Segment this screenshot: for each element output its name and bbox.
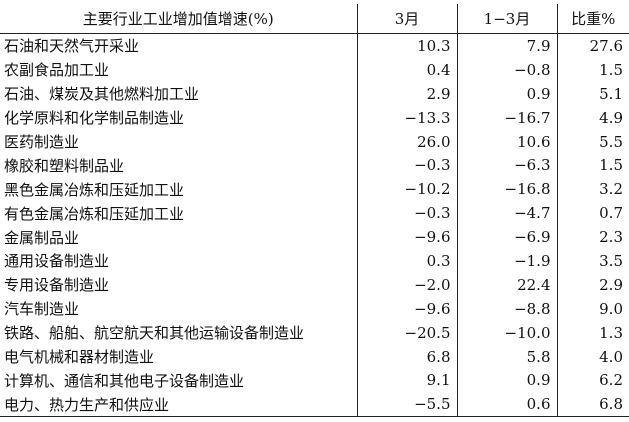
- row-industry: 计算机、通信和其他电子设备制造业: [4, 371, 245, 390]
- table-header: 主要行业工业增加值增速(%) 3月 1−3月 比重%: [0, 4, 629, 34]
- row-march: −10.2: [356, 177, 457, 202]
- industry-growth-table: 主要行业工业增加值增速(%) 3月 1−3月 比重% 石油和天然气开采业 10.3…: [0, 4, 629, 418]
- row-march: 10.3: [356, 33, 457, 58]
- table-row: 黑色金属冶炼和压延加工业 −10.2 −16.8 3.2: [0, 177, 629, 202]
- row-industry: 专用设备制造业: [4, 276, 110, 295]
- row-march: 26.0: [356, 129, 457, 154]
- row-industry: 化学原料和化学制品制造业: [4, 109, 185, 128]
- row-share: 0.7: [556, 201, 629, 226]
- row-jan-mar: 0.6: [456, 392, 557, 418]
- row-share: 6.8: [556, 392, 629, 418]
- row-march: −0.3: [356, 153, 457, 178]
- row-share: 1.5: [556, 57, 629, 82]
- row-march: −9.6: [356, 225, 457, 250]
- header-march: 3月: [356, 4, 457, 34]
- row-share: 5.5: [556, 129, 629, 154]
- table-row: 医药制造业 26.0 10.6 5.5: [0, 129, 629, 154]
- header-industry: 主要行业工业增加值增速(%): [0, 4, 357, 34]
- row-share: 2.3: [556, 225, 629, 250]
- row-industry: 石油和天然气开采业: [4, 37, 140, 56]
- row-industry: 医药制造业: [4, 133, 80, 151]
- row-share: 1.5: [556, 153, 629, 178]
- row-industry: 汽车制造业: [4, 300, 80, 319]
- table-row: 电力、热力生产和供应业 −5.5 0.6 6.8: [0, 392, 629, 418]
- row-industry: 铁路、船舶、航空航天和其他运输设备制造业: [4, 324, 305, 343]
- row-jan-mar: −10.0: [456, 320, 557, 345]
- row-share: 3.5: [556, 249, 629, 273]
- row-march: −0.3: [356, 201, 457, 226]
- table-row: 化学原料和化学制品制造业 −13.3 −16.7 4.9: [0, 105, 629, 130]
- row-march: −9.6: [356, 296, 457, 321]
- row-industry: 金属制品业: [4, 228, 80, 247]
- header-share: 比重%: [556, 4, 629, 34]
- row-industry: 电力、热力生产和供应业: [0, 392, 357, 418]
- row-share: 3.2: [556, 177, 629, 202]
- row-march: 6.8: [356, 344, 457, 369]
- row-jan-mar: −8.8: [456, 296, 557, 321]
- row-jan-mar: −6.9: [456, 225, 557, 250]
- row-jan-mar: −16.7: [456, 105, 557, 130]
- row-jan-mar: 0.9: [456, 81, 557, 106]
- row-share: 4.9: [556, 105, 629, 130]
- row-march: −2.0: [356, 272, 457, 297]
- table-row: 电气机械和器材制造业 6.8 5.8 4.0: [0, 344, 629, 369]
- row-industry: 电气机械和器材制造业: [4, 348, 155, 367]
- row-share: 1.3: [556, 320, 629, 345]
- table-row: 通用设备制造业 0.3 −1.9 3.5: [0, 249, 629, 273]
- row-march: 0.4: [356, 57, 457, 82]
- row-jan-mar: −0.8: [456, 57, 557, 82]
- row-share: 6.2: [556, 368, 629, 393]
- row-jan-mar: −1.9: [456, 249, 557, 273]
- row-share: 9.0: [556, 296, 629, 321]
- row-jan-mar: 7.9: [456, 33, 557, 58]
- table-row: 汽车制造业 −9.6 −8.8 9.0: [0, 296, 629, 321]
- table-row: 农副食品加工业 0.4 −0.8 1.5: [0, 57, 629, 82]
- table-row: 石油和天然气开采业 10.3 7.9 27.6: [0, 33, 629, 58]
- row-industry: 有色金属冶炼和压延加工业: [4, 204, 185, 223]
- row-jan-mar: −4.7: [456, 201, 557, 226]
- table-row: 有色金属冶炼和压延加工业 −0.3 −4.7 0.7: [0, 201, 629, 226]
- table-row: 专用设备制造业 −2.0 22.4 2.9: [0, 272, 629, 297]
- row-share: 5.1: [556, 81, 629, 106]
- header-row: 主要行业工业增加值增速(%) 3月 1−3月 比重%: [0, 4, 629, 34]
- table-body: 石油和天然气开采业 10.3 7.9 27.6 农副食品加工业 0.4 −0.8 1.5 石油、…: [0, 33, 629, 418]
- row-industry: 石油、煤炭及其他燃料加工业: [4, 85, 200, 104]
- table-row: 金属制品业 −9.6 −6.9 2.3: [0, 225, 629, 250]
- row-industry: 黑色金属冶炼和压延加工业: [4, 180, 185, 199]
- row-march: −20.5: [356, 320, 457, 345]
- table-row: 石油、煤炭及其他燃料加工业 2.9 0.9 5.1: [0, 81, 629, 106]
- table-row: 铁路、船舶、航空航天和其他运输设备制造业 −20.5 −10.0 1.3: [0, 320, 629, 345]
- row-share: 4.0: [556, 344, 629, 369]
- row-march: −5.5: [356, 392, 457, 418]
- row-industry: 农副食品加工业: [4, 61, 110, 80]
- row-jan-mar: −6.3: [456, 153, 557, 178]
- row-jan-mar: −16.8: [456, 177, 557, 202]
- row-share: 27.6: [556, 33, 629, 58]
- table-row: 橡胶和塑料制品业 −0.3 −6.3 1.5: [0, 153, 629, 178]
- row-march: 2.9: [356, 81, 457, 106]
- row-march: 9.1: [356, 368, 457, 393]
- table-row: 计算机、通信和其他电子设备制造业 9.1 0.9 6.2: [0, 368, 629, 393]
- row-jan-mar: 22.4: [456, 272, 557, 297]
- row-industry: 通用设备制造业: [4, 252, 110, 271]
- row-jan-mar: 0.9: [456, 368, 557, 393]
- row-march: −13.3: [356, 105, 457, 130]
- row-march: 0.3: [356, 249, 457, 273]
- header-jan-mar: 1−3月: [456, 4, 557, 34]
- row-jan-mar: 10.6: [456, 129, 557, 154]
- row-industry: 橡胶和塑料制品业: [4, 156, 125, 175]
- row-share: 2.9: [556, 272, 629, 297]
- row-jan-mar: 5.8: [456, 344, 557, 369]
